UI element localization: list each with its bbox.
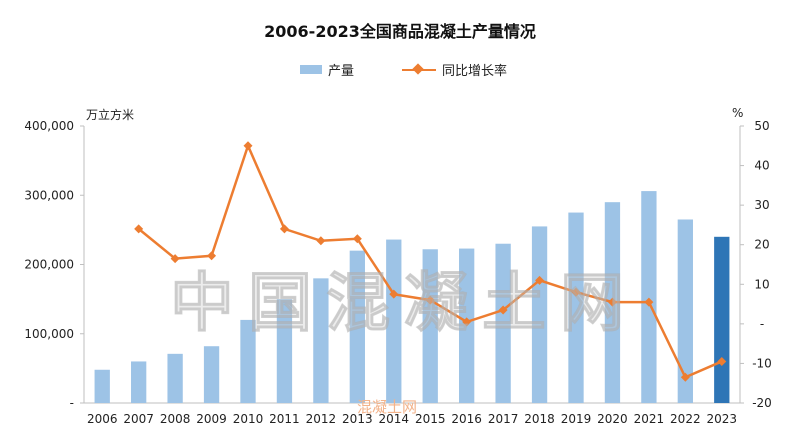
bar-2022 (677, 219, 693, 403)
growth-marker-2017 (498, 305, 508, 315)
y-left-tick-label: 100,000 (24, 327, 74, 341)
x-tick-label: 2013 (342, 412, 373, 426)
bar-2018 (531, 226, 548, 403)
x-tick-label: 2009 (196, 412, 227, 426)
y-right-tick-label: 40 (754, 159, 769, 173)
legend-item-output: 产量 (300, 60, 354, 79)
y-left-tick-label: 300,000 (24, 188, 74, 202)
growth-marker-2022 (680, 372, 690, 382)
watermark-small: 混凝土网 (357, 398, 418, 416)
bar-2010 (240, 319, 256, 403)
x-tick-label: 2015 (415, 412, 446, 426)
growth-marker-2008 (170, 254, 180, 264)
y-right-tick-label: - (760, 317, 764, 331)
bar-2019 (568, 212, 584, 403)
growth-marker-2009 (207, 251, 217, 261)
legend-item-growth: 同比增长率 (402, 60, 507, 79)
growth-marker-2023 (717, 356, 727, 366)
bar-2007 (131, 361, 147, 403)
growth-marker-2018 (535, 275, 545, 285)
chart-title: 2006-2023全国商品混凝土产量情况 (264, 22, 536, 41)
x-tick-label: 2014 (379, 412, 410, 426)
bar-2021 (641, 191, 657, 403)
bar-2012 (313, 278, 329, 403)
x-tick-label: 2021 (634, 412, 665, 426)
growth-marker-2012 (316, 236, 326, 246)
x-tick-label: 2018 (524, 412, 555, 426)
growth-marker-2016 (462, 317, 472, 327)
bar-2009 (203, 346, 220, 403)
y-right-tick-label: 20 (754, 238, 769, 252)
bar-2006 (94, 369, 110, 403)
growth-marker-2015 (425, 295, 435, 305)
y-right-tick-label: 50 (754, 119, 769, 133)
growth-marker-2013 (352, 234, 362, 244)
legend: 产量 同比增长率 (0, 60, 800, 80)
x-tick-label: 2017 (488, 412, 519, 426)
y-right-tick-label: -10 (752, 356, 772, 370)
x-tick-label: 2008 (160, 412, 191, 426)
growth-marker-2021 (644, 297, 654, 307)
x-tick-label: 2010 (233, 412, 264, 426)
y-left-tick-label: 200,000 (24, 258, 74, 272)
legend-swatch-line (402, 63, 436, 77)
x-tick-label: 2022 (670, 412, 701, 426)
x-tick-label: 2011 (269, 412, 300, 426)
x-tick-label: 2007 (123, 412, 154, 426)
bar-2023 (714, 236, 730, 403)
y-left-tick-label: 400,000 (24, 119, 74, 133)
x-tick-label: 2006 (87, 412, 118, 426)
bar-2011 (276, 299, 293, 403)
legend-swatch-bar (300, 65, 322, 74)
y-right-tick-label: 10 (754, 277, 769, 291)
x-tick-label: 2019 (561, 412, 592, 426)
y-right-tick-label: -20 (752, 396, 772, 410)
bar-2015 (422, 249, 438, 403)
y-right-unit: % (732, 106, 744, 120)
growth-marker-2007 (134, 224, 144, 234)
bar-2014 (386, 239, 402, 403)
legend-label-output: 产量 (328, 64, 355, 79)
x-tick-label: 2023 (707, 412, 738, 426)
growth-marker-2019 (571, 287, 581, 297)
growth-marker-2011 (279, 224, 289, 234)
legend-label-growth: 同比增长率 (442, 64, 508, 79)
bar-2013 (349, 250, 365, 403)
growth-marker-2020 (607, 297, 617, 307)
y-left-unit: 万立方米 (86, 108, 135, 122)
growth-marker-2010 (243, 141, 253, 151)
bar-2008 (167, 353, 183, 403)
growth-marker-2014 (389, 289, 399, 299)
x-tick-label: 2016 (451, 412, 482, 426)
bar-2017 (495, 243, 511, 403)
x-tick-label: 2012 (306, 412, 337, 426)
watermark: 中国混凝土网 (170, 267, 638, 342)
y-right-tick-label: 30 (754, 198, 769, 212)
y-left-tick-label: - (70, 396, 74, 410)
x-tick-label: 2020 (597, 412, 628, 426)
